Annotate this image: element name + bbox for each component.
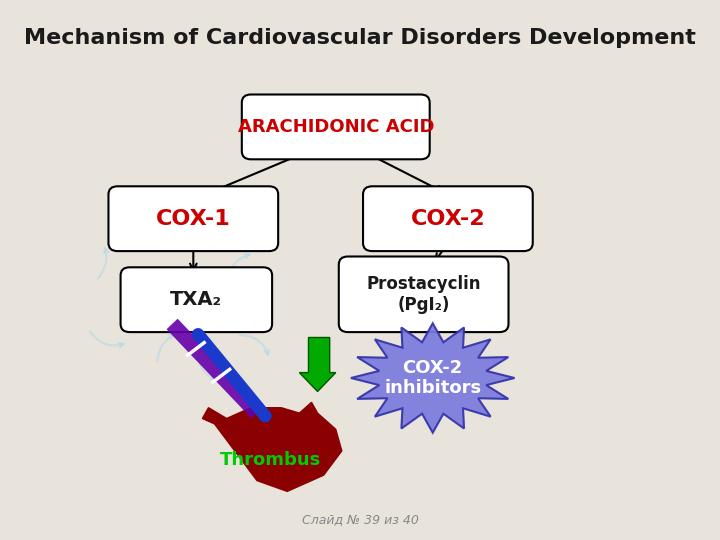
FancyBboxPatch shape — [120, 267, 272, 332]
FancyArrowPatch shape — [436, 245, 446, 260]
FancyBboxPatch shape — [242, 94, 430, 159]
Polygon shape — [351, 323, 515, 433]
FancyBboxPatch shape — [109, 186, 278, 251]
Text: Mechanism of Cardiovascular Disorders Development: Mechanism of Cardiovascular Disorders De… — [24, 28, 696, 48]
Text: COX-2
inhibitors: COX-2 inhibitors — [384, 359, 481, 397]
FancyArrowPatch shape — [198, 334, 265, 416]
FancyArrowPatch shape — [228, 254, 249, 280]
Text: ARACHIDONIC ACID: ARACHIDONIC ACID — [238, 118, 434, 136]
Text: Prostacyclin
(PgI₂): Prostacyclin (PgI₂) — [366, 275, 481, 314]
FancyArrowPatch shape — [240, 335, 269, 355]
FancyBboxPatch shape — [339, 256, 508, 332]
FancyArrowPatch shape — [98, 248, 109, 279]
FancyArrowPatch shape — [210, 152, 306, 193]
FancyBboxPatch shape — [363, 186, 533, 251]
FancyArrowPatch shape — [157, 335, 174, 362]
Text: COX-2: COX-2 — [410, 208, 485, 229]
Text: TXA₂: TXA₂ — [171, 290, 222, 309]
FancyArrowPatch shape — [190, 246, 197, 271]
FancyArrowPatch shape — [366, 152, 444, 192]
Polygon shape — [300, 338, 336, 392]
Polygon shape — [202, 402, 342, 491]
FancyArrowPatch shape — [90, 332, 123, 347]
Text: Thrombus: Thrombus — [220, 451, 321, 469]
Text: Слайд № 39 из 40: Слайд № 39 из 40 — [302, 514, 418, 526]
FancyArrowPatch shape — [122, 285, 154, 300]
Text: COX-1: COX-1 — [156, 208, 230, 229]
FancyArrowPatch shape — [211, 313, 247, 322]
FancyArrowPatch shape — [199, 350, 216, 380]
